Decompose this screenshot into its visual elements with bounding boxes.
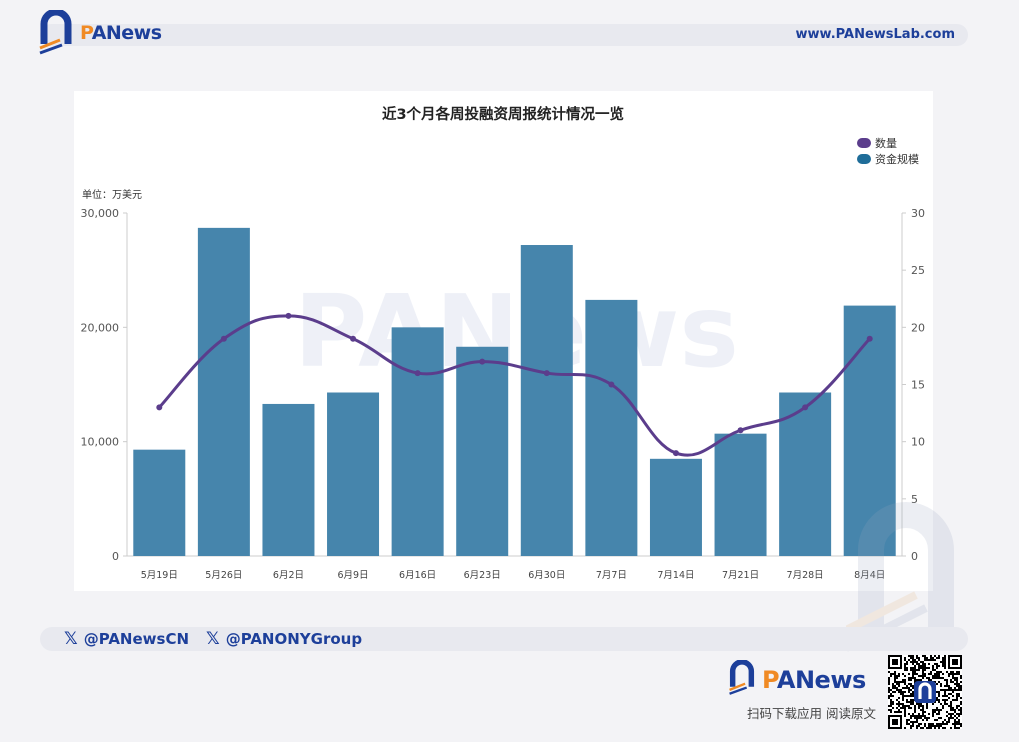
panews-logo-icon — [729, 660, 755, 695]
bar — [649, 458, 702, 556]
header-bar — [40, 24, 968, 46]
x-tick-label: 5月26日 — [205, 570, 242, 581]
brand-rest: ANews — [776, 666, 866, 694]
brand-rest: ANews — [91, 22, 162, 44]
count-point — [608, 381, 615, 388]
chart-card: 近3个月各周投融资周报统计情况一览 单位：万美元 PANews 0 10,000 2… — [74, 91, 933, 591]
x-tick-label: 5月19日 — [141, 570, 178, 581]
chart-title: 近3个月各周投融资周报统计情况一览 — [382, 105, 624, 123]
x-tick-label: 6月23日 — [464, 570, 501, 581]
count-point — [802, 404, 809, 411]
legend-swatch — [857, 138, 871, 148]
site-url-link[interactable]: www.PANewsLab.com — [795, 27, 955, 42]
count-line — [158, 314, 871, 457]
right-tick-label: 0 — [911, 550, 918, 563]
bar — [197, 227, 250, 556]
social-handle-1: @PANewsCN — [83, 630, 190, 648]
count-point — [543, 370, 550, 377]
count-point — [866, 335, 873, 342]
download-cta: 扫码下载应用 阅读原文 — [747, 706, 876, 721]
chart-svg: 近3个月各周投融资周报统计情况一览 单位：万美元 PANews 0 10,000 2… — [81, 105, 926, 581]
brand-name-bottom: PANews — [762, 666, 866, 694]
x-tick-label: 7月14日 — [657, 570, 694, 581]
left-tick-label: 20,000 — [81, 321, 120, 334]
qr-code-icon[interactable] — [888, 655, 962, 729]
count-point — [220, 335, 227, 342]
bar — [133, 449, 186, 556]
social-handle-2: @PANONYGroup — [225, 630, 363, 648]
brand-letter-p: P — [80, 22, 92, 44]
x-tick-label: 6月16日 — [399, 570, 436, 581]
x-tick-label: 6月9日 — [337, 570, 368, 581]
x-tick-label: 7月7日 — [596, 570, 627, 581]
brand-name: PANews — [80, 22, 162, 44]
x-tick-label: 6月2日 — [273, 570, 304, 581]
x-tick-label: 7月28日 — [787, 570, 824, 581]
right-tick-label: 20 — [911, 321, 925, 334]
x-logo-icon: 𝕏 — [64, 629, 78, 649]
left-tick-label: 0 — [112, 550, 119, 563]
bar — [391, 327, 444, 556]
right-tick-label: 25 — [911, 264, 925, 277]
bar — [327, 392, 380, 556]
bar — [585, 299, 638, 556]
chart-watermark: PANews — [294, 273, 739, 390]
panews-logo-icon — [39, 10, 72, 55]
unit-label: 单位：万美元 — [82, 188, 142, 201]
right-tick-label: 30 — [911, 207, 925, 220]
count-point — [350, 335, 357, 342]
right-tick-label: 15 — [911, 379, 925, 392]
left-tick-label: 30,000 — [81, 207, 120, 220]
legend-label: 资金规模 — [875, 152, 919, 166]
count-point — [156, 404, 163, 411]
count-point — [672, 450, 679, 457]
count-point — [737, 427, 744, 434]
x-tick-label: 8月4日 — [854, 570, 885, 581]
right-tick-label: 5 — [911, 493, 918, 506]
x-logo-icon: 𝕏 — [206, 629, 220, 649]
footer-bar — [40, 627, 968, 651]
brand-letter-p: P — [762, 666, 777, 694]
bar — [714, 433, 767, 556]
social-panonygroup[interactable]: 𝕏 @PANONYGroup — [206, 628, 362, 650]
bar — [262, 403, 315, 556]
social-panewscn[interactable]: 𝕏 @PANewsCN — [64, 628, 189, 650]
bar — [843, 305, 896, 556]
x-tick-label: 7月21日 — [722, 570, 759, 581]
left-tick-label: 10,000 — [81, 436, 120, 449]
legend-swatch — [857, 154, 871, 164]
bar — [520, 245, 573, 556]
count-point — [414, 370, 421, 377]
legend-label: 数量 — [875, 137, 897, 150]
right-tick-label: 10 — [911, 436, 925, 449]
x-tick-label: 6月30日 — [528, 570, 565, 581]
count-point — [479, 358, 486, 365]
count-point — [285, 312, 292, 319]
bar — [779, 392, 832, 556]
bar — [456, 346, 509, 556]
